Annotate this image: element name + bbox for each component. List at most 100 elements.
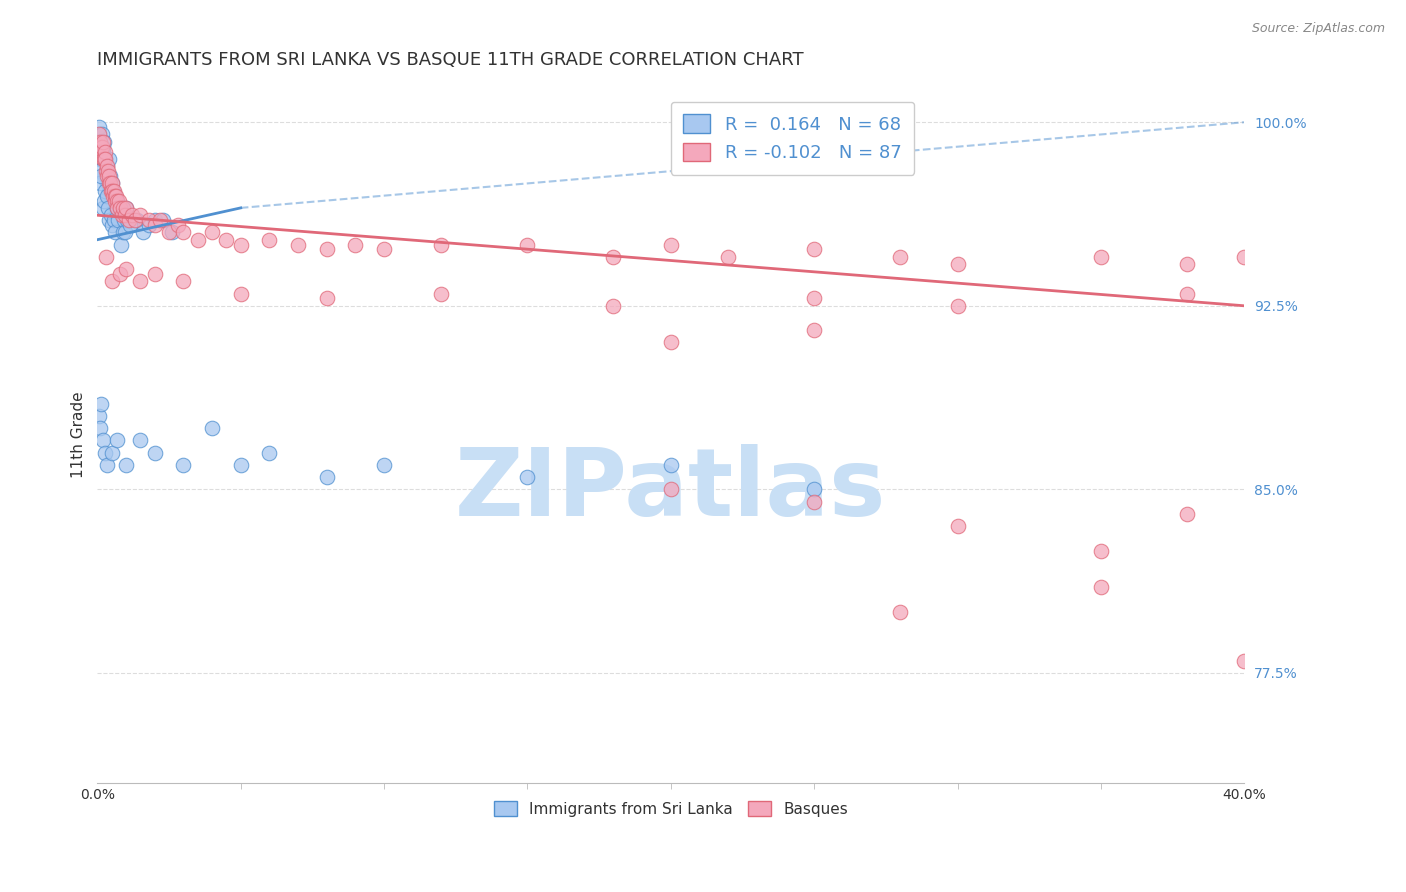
Point	[87, 128, 110, 142]
Point	[96, 159, 118, 173]
Y-axis label: 11th Grade: 11th Grade	[72, 391, 86, 477]
Text: Source: ZipAtlas.com: Source: ZipAtlas.com	[1251, 22, 1385, 36]
Point	[120, 218, 142, 232]
Point	[315, 243, 337, 257]
Point	[93, 152, 115, 166]
Point	[101, 218, 124, 232]
Point	[172, 458, 194, 472]
Point	[201, 421, 224, 435]
Point	[93, 152, 115, 166]
Point	[152, 213, 174, 227]
Point	[121, 208, 143, 222]
Point	[373, 458, 395, 472]
Point	[100, 177, 122, 191]
Point	[138, 213, 160, 227]
Point	[91, 145, 114, 159]
Point	[97, 152, 120, 166]
Point	[107, 213, 129, 227]
Point	[100, 177, 122, 191]
Point	[93, 194, 115, 208]
Point	[114, 208, 136, 222]
Point	[659, 237, 682, 252]
Point	[803, 292, 825, 306]
Point	[89, 421, 111, 435]
Point	[373, 243, 395, 257]
Point	[132, 225, 155, 239]
Point	[659, 483, 682, 497]
Point	[94, 164, 117, 178]
Legend: Immigrants from Sri Lanka, Basques: Immigrants from Sri Lanka, Basques	[486, 793, 855, 824]
Point	[1233, 654, 1256, 668]
Point	[110, 237, 132, 252]
Point	[129, 434, 152, 448]
Point	[91, 152, 114, 166]
Point	[101, 184, 124, 198]
Point	[115, 201, 138, 215]
Point	[100, 188, 122, 202]
Point	[115, 458, 138, 472]
Point	[89, 120, 111, 135]
Point	[143, 213, 166, 227]
Point	[104, 194, 127, 208]
Point	[98, 213, 121, 227]
Point	[166, 218, 188, 232]
Point	[98, 177, 121, 191]
Point	[90, 145, 112, 159]
Point	[90, 139, 112, 153]
Point	[516, 237, 538, 252]
Point	[97, 164, 120, 178]
Point	[108, 201, 131, 215]
Point	[946, 299, 969, 313]
Point	[121, 218, 143, 232]
Point	[103, 188, 125, 202]
Point	[103, 201, 125, 215]
Point	[287, 237, 309, 252]
Point	[89, 139, 111, 153]
Point	[90, 139, 112, 153]
Point	[94, 184, 117, 198]
Point	[129, 274, 152, 288]
Point	[94, 250, 117, 264]
Point	[172, 274, 194, 288]
Point	[124, 213, 146, 227]
Point	[107, 201, 129, 215]
Point	[96, 188, 118, 202]
Point	[215, 233, 238, 247]
Point	[803, 323, 825, 337]
Point	[129, 208, 152, 222]
Point	[98, 169, 121, 183]
Point	[97, 177, 120, 191]
Point	[103, 184, 125, 198]
Point	[118, 213, 141, 227]
Point	[117, 213, 139, 227]
Point	[157, 225, 180, 239]
Point	[315, 470, 337, 484]
Point	[107, 434, 129, 448]
Point	[90, 145, 112, 159]
Point	[114, 213, 136, 227]
Point	[803, 243, 825, 257]
Point	[946, 257, 969, 271]
Point	[1175, 257, 1198, 271]
Point	[149, 213, 172, 227]
Point	[602, 250, 624, 264]
Point	[90, 128, 112, 142]
Point	[115, 262, 138, 277]
Point	[1090, 580, 1112, 594]
Point	[94, 164, 117, 178]
Point	[89, 177, 111, 191]
Point	[87, 128, 110, 142]
Point	[105, 194, 128, 208]
Point	[1090, 543, 1112, 558]
Point	[97, 188, 120, 202]
Point	[172, 225, 194, 239]
Point	[100, 208, 122, 222]
Point	[1175, 507, 1198, 521]
Point	[115, 201, 138, 215]
Point	[105, 201, 128, 215]
Point	[104, 188, 127, 202]
Point	[97, 201, 120, 215]
Text: ZIPatlas: ZIPatlas	[456, 444, 887, 536]
Point	[803, 483, 825, 497]
Point	[118, 213, 141, 227]
